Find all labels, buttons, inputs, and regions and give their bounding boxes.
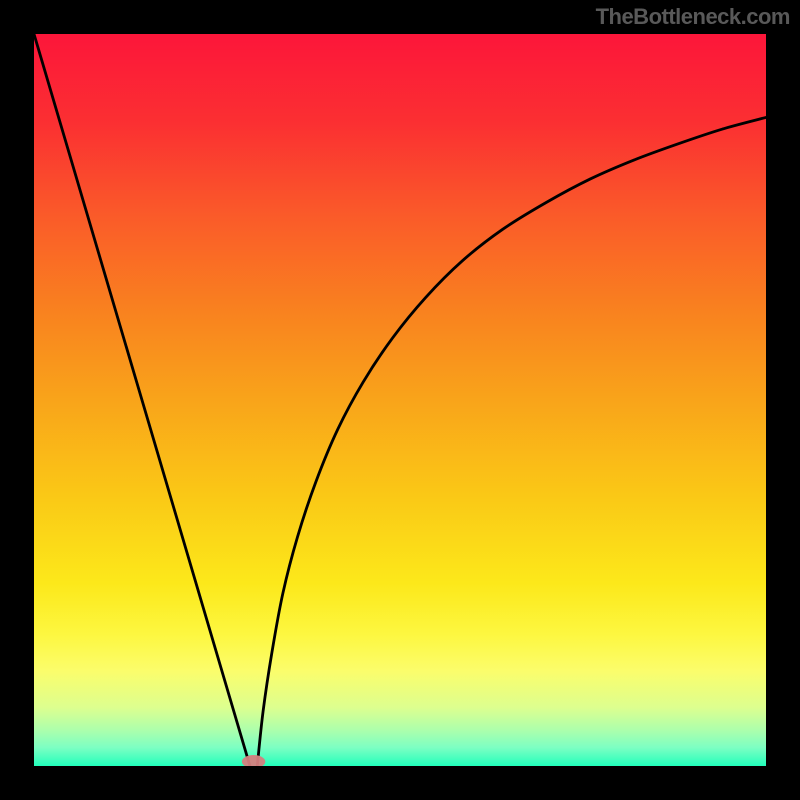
plot-gradient-background — [34, 34, 766, 766]
chart-container: TheBottleneck.com — [0, 0, 800, 800]
watermark-text: TheBottleneck.com — [596, 4, 790, 30]
bottleneck-chart — [0, 0, 800, 800]
